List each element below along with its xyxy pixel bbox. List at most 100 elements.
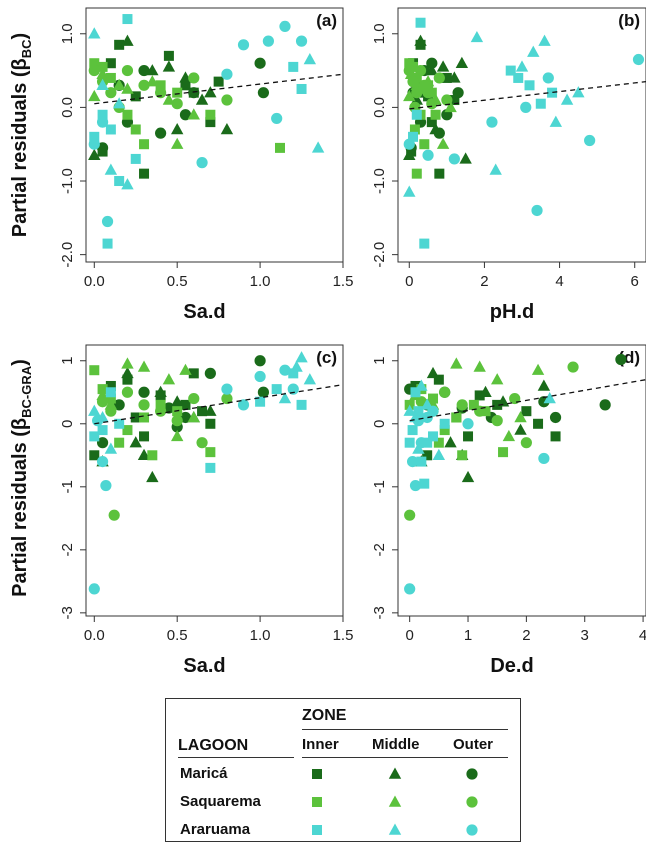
legend-zone-outer: Outer bbox=[453, 736, 494, 753]
data-point bbox=[146, 470, 159, 483]
data-point bbox=[114, 176, 125, 187]
data-point bbox=[237, 39, 250, 51]
x-axis-label: Sa.d bbox=[183, 301, 225, 323]
trend-line bbox=[94, 384, 344, 425]
data-point bbox=[180, 80, 191, 91]
data-point bbox=[560, 93, 574, 105]
data-point bbox=[430, 109, 441, 120]
data-point bbox=[426, 98, 438, 110]
data-point bbox=[155, 87, 167, 99]
data-point bbox=[295, 35, 308, 47]
data-point bbox=[439, 425, 450, 436]
legend: ZONE LAGOON Inner Middle Outer Maricá Sa… bbox=[165, 698, 521, 842]
x-axis-label: pH.d bbox=[490, 301, 534, 323]
data-point bbox=[171, 98, 183, 110]
data-point bbox=[96, 116, 109, 128]
data-point bbox=[427, 405, 439, 417]
data-point bbox=[419, 238, 430, 249]
data-point bbox=[303, 373, 317, 385]
data-point bbox=[204, 404, 217, 416]
x-tick-label: 1.5 bbox=[333, 273, 354, 290]
data-point bbox=[452, 87, 464, 99]
data-point bbox=[88, 27, 101, 39]
data-point bbox=[172, 87, 183, 98]
y-tick-label: -2.0 bbox=[371, 242, 388, 268]
data-point bbox=[254, 370, 266, 383]
data-point bbox=[104, 163, 118, 175]
data-point bbox=[105, 387, 116, 398]
legend-lagoon-araruama: Araruama bbox=[180, 821, 251, 838]
data-point bbox=[196, 157, 208, 169]
data-point bbox=[489, 163, 502, 175]
data-point bbox=[296, 83, 307, 94]
data-point bbox=[274, 142, 285, 153]
data-point bbox=[254, 355, 266, 367]
y-tick-label: -1.0 bbox=[371, 168, 388, 194]
data-point bbox=[155, 399, 166, 410]
x-axis: 0 2 4 6 bbox=[405, 262, 639, 290]
data-point bbox=[403, 89, 416, 102]
y-axis-label-text: Partial residuals (βBC-GRA) bbox=[9, 359, 34, 597]
data-point bbox=[171, 415, 183, 427]
data-point bbox=[137, 360, 151, 372]
legend-symbol-circle bbox=[466, 796, 478, 808]
data-point bbox=[406, 455, 419, 468]
data-point bbox=[410, 387, 421, 398]
plot-frame bbox=[397, 7, 646, 263]
data-point bbox=[187, 410, 200, 423]
data-point bbox=[444, 436, 457, 448]
legend-symbol-circle bbox=[466, 824, 478, 836]
data-point bbox=[147, 450, 158, 461]
data-point bbox=[439, 386, 451, 398]
legend-lagoon-title: LAGOON bbox=[178, 737, 249, 754]
y-tick-label: -2 bbox=[59, 543, 76, 556]
data-point bbox=[441, 94, 453, 106]
data-point bbox=[188, 392, 200, 405]
data-point bbox=[155, 127, 167, 139]
data-point bbox=[188, 72, 200, 84]
data-point bbox=[139, 168, 150, 179]
data-point bbox=[404, 509, 416, 521]
panel-label: (b) bbox=[618, 11, 640, 30]
data-point bbox=[139, 431, 150, 442]
legend-lagoon-saquarema: Saquarema bbox=[180, 793, 261, 810]
data-point bbox=[492, 399, 503, 410]
data-point bbox=[411, 109, 422, 120]
data-point bbox=[188, 87, 200, 99]
data-point bbox=[422, 437, 433, 448]
data-point bbox=[295, 351, 308, 363]
data-point bbox=[572, 86, 585, 98]
data-point bbox=[413, 406, 424, 417]
data-point bbox=[408, 131, 419, 142]
data-point bbox=[403, 148, 416, 160]
data-point bbox=[524, 80, 535, 91]
data-point bbox=[89, 365, 100, 376]
data-point bbox=[404, 583, 416, 595]
data-point bbox=[121, 366, 134, 379]
data-point bbox=[527, 45, 540, 57]
data-point bbox=[403, 138, 415, 150]
x-tick-label: 1 bbox=[464, 627, 472, 644]
data-point bbox=[549, 115, 563, 127]
data-point bbox=[414, 64, 427, 77]
data-point bbox=[170, 122, 184, 135]
data-point bbox=[130, 153, 141, 164]
data-point bbox=[521, 406, 532, 417]
data-point bbox=[257, 87, 270, 99]
data-point bbox=[432, 448, 446, 461]
data-point bbox=[89, 58, 100, 69]
data-point bbox=[97, 109, 108, 120]
legend-symbol-square bbox=[312, 797, 322, 807]
data-point bbox=[411, 168, 422, 179]
data-point bbox=[416, 456, 427, 467]
data-point bbox=[112, 97, 126, 109]
data-point bbox=[105, 58, 116, 69]
data-point bbox=[197, 406, 208, 417]
data-point bbox=[154, 385, 167, 397]
data-point bbox=[547, 87, 558, 98]
data-point bbox=[114, 437, 125, 448]
data-point bbox=[538, 34, 551, 46]
data-point bbox=[479, 385, 492, 397]
panel-c: 0.0 0.5 1.0 1.5 -3 -2 -1 0 1 Sa.d (c) bbox=[59, 344, 353, 677]
